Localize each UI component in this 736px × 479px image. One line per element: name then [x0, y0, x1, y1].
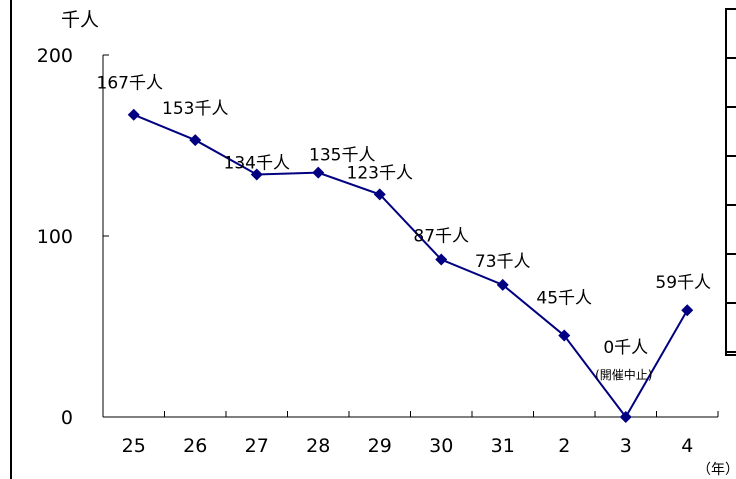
data-point-marker: [127, 108, 140, 121]
data-point-marker: [312, 166, 325, 179]
data-point-marker: [435, 253, 448, 266]
data-label: 123千人: [347, 163, 413, 183]
data-label: 153千人: [162, 99, 228, 119]
data-point-marker: [681, 304, 694, 317]
series-line: [133, 113, 689, 419]
x-tick-label: 2: [558, 435, 570, 457]
data-label: 87千人: [413, 227, 469, 247]
annotation-label: (開催中止): [595, 367, 652, 382]
frame-left-border: [0, 0, 12, 479]
data-label: 59千人: [655, 273, 711, 293]
data-label: 73千人: [475, 252, 531, 272]
data-point-marker: [496, 278, 509, 291]
x-tick-label: 29: [368, 435, 392, 457]
data-point-marker: [558, 329, 571, 342]
data-label: 45千人: [536, 289, 592, 309]
side-table-edge: [725, 8, 736, 356]
x-tick-label: 31: [491, 435, 515, 457]
data-label: 0千人: [603, 338, 648, 358]
data-label: 135千人: [309, 146, 375, 166]
chart-series: [127, 108, 694, 423]
x-tick-label: 30: [429, 435, 453, 457]
data-point-marker: [250, 168, 263, 181]
data-label: 167千人: [97, 74, 163, 94]
chart-ticks: 0 100 200 25 26 27 28 29 30 31 2 3 4: [37, 45, 719, 457]
data-point-marker: [189, 134, 202, 147]
data-point-marker: [619, 411, 632, 423]
x-tick-label: 26: [183, 435, 207, 457]
y-tick-label: 200: [37, 45, 73, 67]
x-tick-label: 28: [306, 435, 330, 457]
y-axis-label: 千人: [61, 9, 99, 31]
x-tick-label: 3: [620, 435, 632, 457]
data-label: 134千人: [224, 153, 290, 173]
x-tick-label: 25: [122, 435, 146, 457]
x-tick-label: 27: [245, 435, 269, 457]
y-tick-label: 100: [37, 226, 73, 248]
data-point-marker: [373, 188, 386, 201]
x-tick-label: 4: [681, 435, 693, 457]
x-axis-label: （年）: [697, 462, 736, 478]
y-tick-label: 0: [61, 407, 73, 429]
